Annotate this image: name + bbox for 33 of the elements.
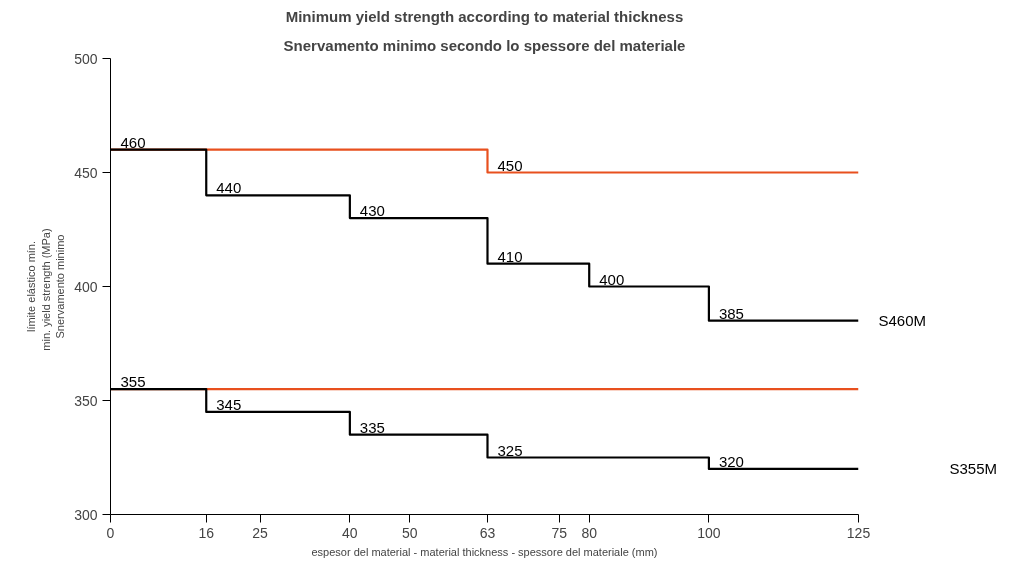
x-tick-label: 0 [106,524,115,541]
data-label: 440 [216,179,242,197]
x-tick-label: 40 [342,524,358,541]
series-label: S460M [878,312,927,330]
x-tick-label: 63 [479,524,496,541]
x-axis-title: espesor del material - material thickness - spessore del materiale (mm) [311,545,658,558]
x-tick-label: 25 [252,524,269,541]
data-label: 345 [216,395,242,413]
data-label: 410 [497,247,523,265]
data-label: 355 [120,373,146,391]
data-label: 400 [599,270,625,288]
y-tick-label: 500 [74,50,98,67]
y-tick-label: 350 [74,392,98,409]
x-tick-label: 16 [198,524,215,541]
x-tick-label: 50 [401,524,418,541]
y-axis-title: límite elástico mín. min. yield strength (MPa) Snervamento minimo [25,228,67,351]
data-label: 325 [497,441,523,459]
x-tick-label: 75 [551,524,568,541]
data-label: 335 [359,418,385,436]
data-label: 460 [120,133,146,151]
data-label: 385 [718,304,744,322]
data-label: 320 [718,452,744,470]
x-tick-label: 125 [846,524,871,541]
chart-title: Minimum yield strength according to material thickness [285,7,684,25]
text: S355M [949,460,998,478]
y-tick-label: 450 [74,164,98,181]
x-tick-label: 80 [581,524,598,541]
y-tick-label: 300 [74,506,98,523]
x-tick-label: 100 [697,524,721,541]
data-label: 430 [359,202,385,220]
data-label: 450 [497,156,523,174]
y-tick-label: 400 [74,278,98,295]
chart-subtitle: Snervamento minimo secondo lo spessore del materiale [283,36,686,54]
